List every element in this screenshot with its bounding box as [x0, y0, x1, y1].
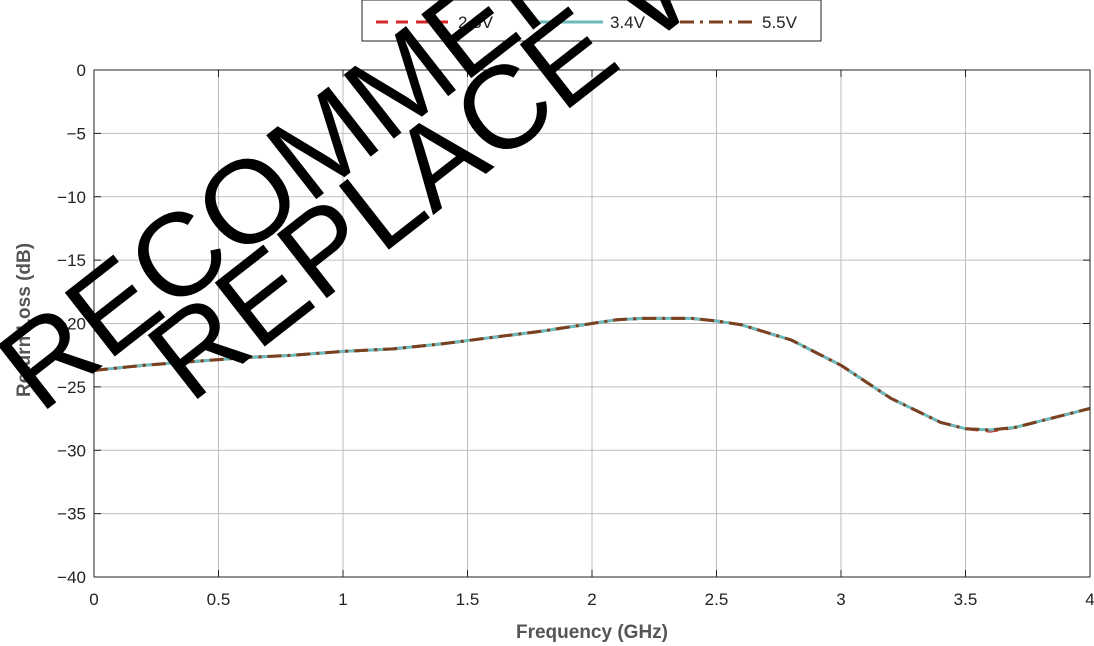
y-tick-label: −30: [57, 441, 86, 460]
y-tick-label: −40: [57, 568, 86, 587]
legend: 2.3V 3.4V 5.5V: [361, 0, 822, 42]
legend-label: 3.4V: [610, 13, 646, 32]
x-tick-label: 4: [1085, 590, 1094, 609]
legend-label: 5.5V: [762, 13, 798, 32]
x-axis-label: Frequency (GHz): [516, 622, 668, 643]
y-tick-label: −35: [57, 505, 86, 524]
y-tick-label: −25: [57, 378, 86, 397]
y-axis-label: Return Loss (dB): [14, 243, 35, 397]
x-tick-label: 1.5: [456, 590, 480, 609]
x-tick-label: 3.5: [954, 590, 978, 609]
x-tick-label: 2: [587, 590, 596, 609]
x-tick-label: 0.5: [207, 590, 231, 609]
x-tick-label: 0: [89, 590, 98, 609]
y-tick-label: 0: [77, 61, 86, 80]
x-tick-label: 1: [338, 590, 347, 609]
y-tick-label: −15: [57, 251, 86, 270]
x-tick-label: 2.5: [705, 590, 729, 609]
y-tick-label: −5: [67, 124, 86, 143]
y-tick-label: −20: [57, 315, 86, 334]
series-layer: [94, 316, 1090, 433]
plot-area: [93, 69, 1091, 578]
series-line-55v: [94, 316, 1090, 432]
y-tick-label: −10: [57, 188, 86, 207]
y-axis-ticks: 0 −5 −10 −15 −20 −25 −30 −35 −40: [57, 61, 1090, 587]
x-axis-ticks: 0 0.5 1 1.5 2 2.5 3 3.5 4: [89, 70, 1094, 609]
x-tick-label: 3: [836, 590, 845, 609]
legend-label: 2.3V: [458, 13, 494, 32]
